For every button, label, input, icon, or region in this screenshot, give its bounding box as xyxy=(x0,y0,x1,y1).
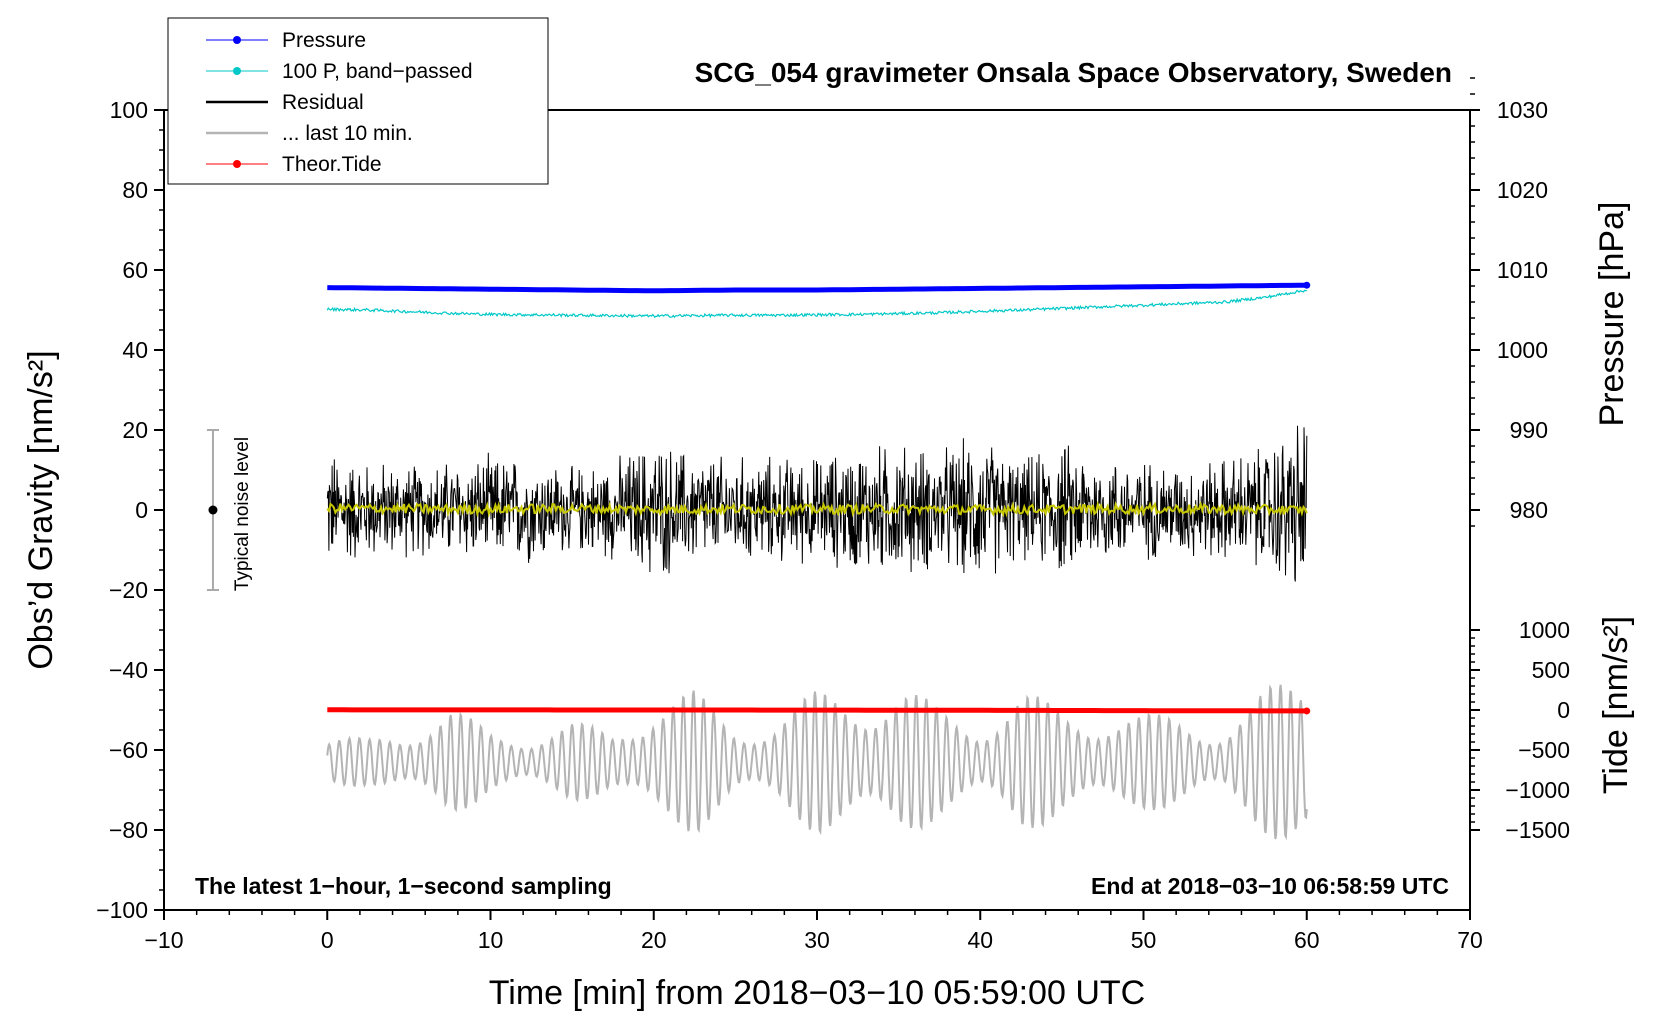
y-tick-label: −100 xyxy=(96,897,148,923)
y-tick-label: 80 xyxy=(122,177,148,203)
pressure-tick-label: 1030 xyxy=(1497,97,1548,123)
legend-label: Pressure xyxy=(282,29,366,52)
noise-bar-center xyxy=(208,505,218,515)
pressure-end-marker xyxy=(1303,281,1311,289)
pressure-tick-label: 1020 xyxy=(1497,177,1548,203)
y-axis-title-pressure: Pressure [hPa] xyxy=(1593,202,1631,427)
y-tick-label: −60 xyxy=(109,737,148,763)
tide-tick-label: 0 xyxy=(1557,697,1570,723)
x-tick-label: 40 xyxy=(967,927,993,953)
y-tick-label: −40 xyxy=(109,657,148,683)
series-band-passed-pressure xyxy=(326,289,1307,319)
pressure-tick-label: 980 xyxy=(1510,497,1548,523)
legend-label: ... last 10 min. xyxy=(282,122,413,145)
end-time-annotation: End at 2018−03−10 06:58:59 UTC xyxy=(1091,873,1449,899)
y-tick-label: 0 xyxy=(135,497,148,523)
tide-tick-label: −1000 xyxy=(1505,777,1570,803)
x-tick-label: 20 xyxy=(641,927,667,953)
legend: Pressure 100 P, band−passed Residual ... la… xyxy=(167,17,549,185)
tide-tick-label: −1500 xyxy=(1505,817,1570,843)
axes: −10 0 10 20 30 40 50 60 70100806040200−20−40−60−… xyxy=(96,77,1570,953)
tide-end-marker xyxy=(1303,707,1311,715)
pressure-tick-label: 1000 xyxy=(1497,337,1548,363)
x-tick-label: 60 xyxy=(1294,927,1320,953)
plot-series xyxy=(326,281,1311,841)
tide-tick-label: −500 xyxy=(1518,737,1570,763)
x-tick-label: 50 xyxy=(1131,927,1157,953)
chart-title: SCG_054 gravimeter Onsala Space Observat… xyxy=(695,57,1452,88)
series-last-10-min xyxy=(326,684,1308,841)
series-pressure xyxy=(327,282,1307,294)
legend-label: Residual xyxy=(282,91,364,114)
y-tick-label: 60 xyxy=(122,257,148,283)
legend-marker xyxy=(233,67,241,75)
y-tick-label: 100 xyxy=(110,97,148,123)
legend-label: Theor.Tide xyxy=(282,153,382,176)
x-axis-title: Time [min] from 2018−03−10 05:59:00 UTC xyxy=(489,974,1145,1012)
legend-label: 100 P, band−passed xyxy=(282,60,473,83)
tide-tick-label: 1000 xyxy=(1519,617,1570,643)
x-tick-label: 0 xyxy=(321,927,334,953)
y-tick-label: −20 xyxy=(109,577,148,603)
noise-level-label: Typical noise level xyxy=(232,437,253,591)
x-tick-label: 70 xyxy=(1457,927,1483,953)
series-residual-smoothed xyxy=(326,500,1308,518)
legend-marker xyxy=(233,160,241,168)
y-tick-label: −80 xyxy=(109,817,148,843)
series-residual xyxy=(326,425,1308,582)
y-tick-label: 20 xyxy=(122,417,148,443)
sampling-annotation: The latest 1−hour, 1−second sampling xyxy=(195,873,612,899)
pressure-tick-label: 990 xyxy=(1510,417,1548,443)
legend-marker xyxy=(233,36,241,44)
y-axis-title-gravity: Obs’d Gravity [nm/s²] xyxy=(22,350,60,669)
y-axis-title-tide: Tide [nm/s²] xyxy=(1597,616,1635,794)
series-theor-tide xyxy=(327,707,1307,714)
noise-bar xyxy=(206,429,219,591)
y-tick-label: 40 xyxy=(122,337,148,363)
tide-tick-label: 500 xyxy=(1532,657,1570,683)
x-tick-label: 30 xyxy=(804,927,830,953)
x-tick-label: −10 xyxy=(144,927,183,953)
pressure-tick-label: 1010 xyxy=(1497,257,1548,283)
x-tick-label: 10 xyxy=(478,927,504,953)
